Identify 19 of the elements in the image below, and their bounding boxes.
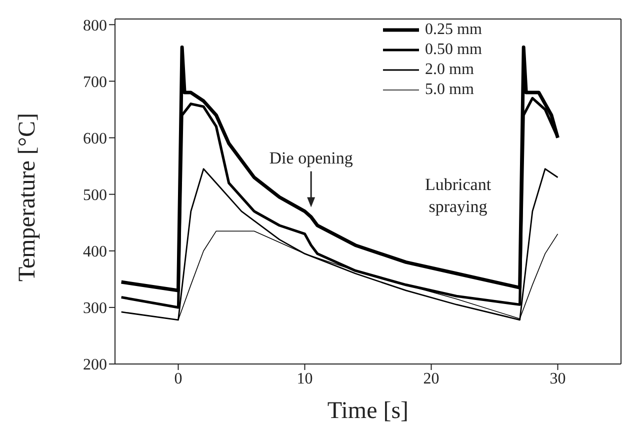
y-tick-label: 700 [83, 74, 107, 91]
legend-label: 5.0 mm [425, 81, 474, 99]
y-axis-title: Temperature [°C] [14, 112, 41, 282]
legend-label: 0.25 mm [425, 21, 482, 39]
y-tick-label: 800 [83, 17, 107, 34]
y-tick-label: 300 [83, 300, 107, 318]
x-tick-label: 20 [423, 370, 440, 388]
y-tick-label: 600 [83, 130, 107, 148]
legend-label: 0.50 mm [425, 41, 482, 59]
x-tick-label: 30 [550, 370, 566, 388]
x-axis-title: Time [s] [327, 398, 409, 424]
legend-label: 2.0 mm [425, 61, 474, 79]
annotation: Die opening [269, 148, 354, 168]
x-tick-label: 10 [296, 370, 313, 388]
y-tick-label: 500 [83, 187, 107, 204]
y-tick-label: 400 [83, 244, 107, 261]
annotation: Lubricant spraying [424, 174, 492, 218]
x-tick-label: 0 [174, 370, 182, 388]
y-tick-label: 200 [83, 356, 107, 374]
